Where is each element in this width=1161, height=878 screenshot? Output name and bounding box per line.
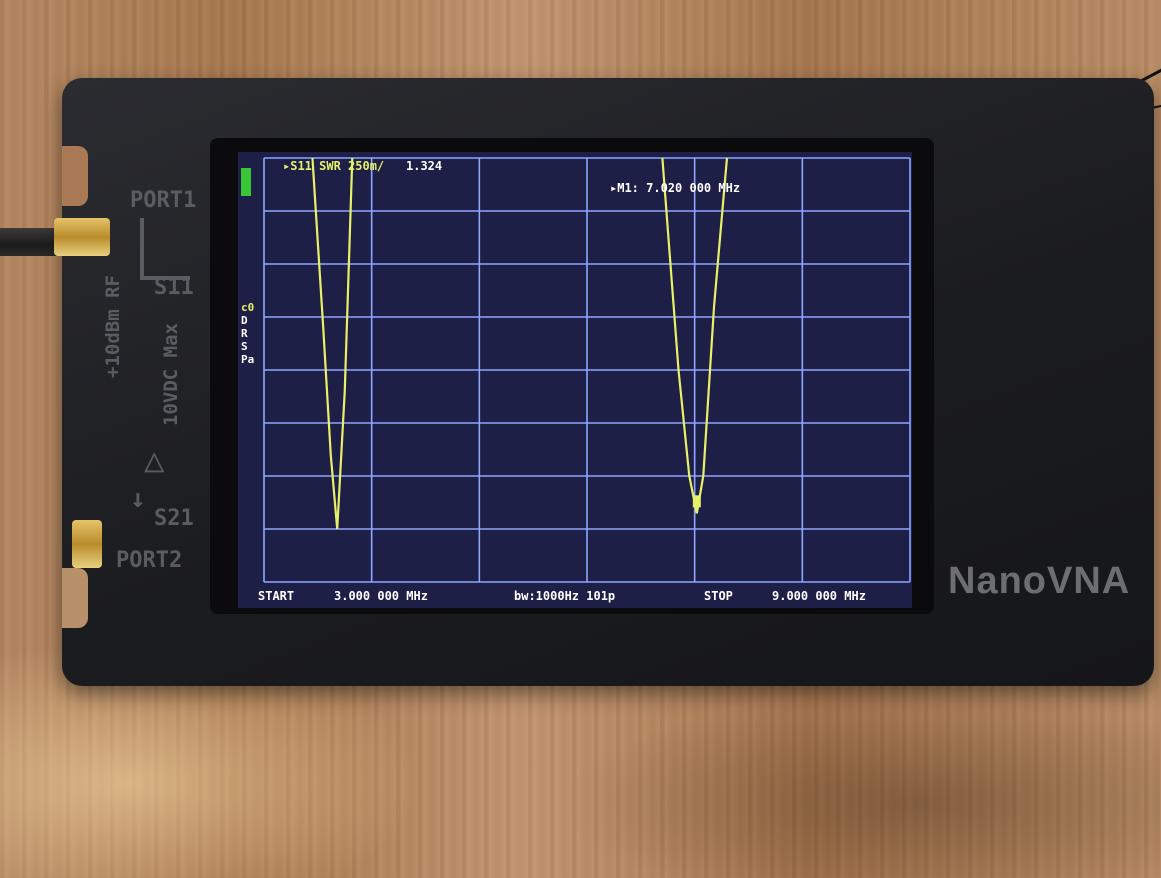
side-label-c0: c0 xyxy=(241,301,255,314)
s11-label: S11 xyxy=(154,275,194,300)
s21-label: S21 xyxy=(154,506,194,531)
swr-plot xyxy=(241,157,911,583)
marker-readout: ▸M1: 7.020 000 MHz xyxy=(610,181,741,195)
start-frequency: 3.000 000 MHz xyxy=(334,589,428,603)
side-label-pa: Pa xyxy=(241,353,255,366)
port1-arrow-icon xyxy=(140,218,190,280)
port2-connector[interactable] xyxy=(72,520,102,568)
side-label-r: R xyxy=(241,327,248,340)
trace-label: ▸S11 SWR 250m/ xyxy=(283,159,385,173)
trace-value: 1.324 xyxy=(406,159,443,173)
voltage-rating-label: 10VDC Max xyxy=(160,323,182,426)
marker-1-icon[interactable] xyxy=(692,495,701,508)
port1-connector[interactable] xyxy=(54,218,110,256)
case-notch xyxy=(62,568,88,628)
stop-label: STOP xyxy=(704,589,733,603)
case-notch xyxy=(62,146,88,206)
warning-triangle-icon: △ xyxy=(144,440,165,480)
swr-trace xyxy=(311,157,354,530)
port2-label: PORT2 xyxy=(116,548,183,573)
bandwidth-info: bw:1000Hz 101p xyxy=(514,589,616,603)
vna-display[interactable]: ▸S11 SWR 250m/ 1.324 ▸M1: 7.020 000 MHz … xyxy=(238,152,912,608)
power-rating-label: +10dBm RF xyxy=(102,275,124,378)
brand-logo: NanoVNA xyxy=(948,560,1131,602)
port2-arrow-icon: ↓ xyxy=(130,484,146,514)
side-label-d: D xyxy=(241,314,248,327)
battery-icon xyxy=(241,168,251,196)
stop-frequency: 9.000 000 MHz xyxy=(772,589,866,603)
swr-trace xyxy=(661,157,729,514)
start-label: START xyxy=(258,589,295,603)
shadow xyxy=(560,690,1160,878)
port1-label: PORT1 xyxy=(130,188,197,213)
side-label-s: S xyxy=(241,340,248,353)
